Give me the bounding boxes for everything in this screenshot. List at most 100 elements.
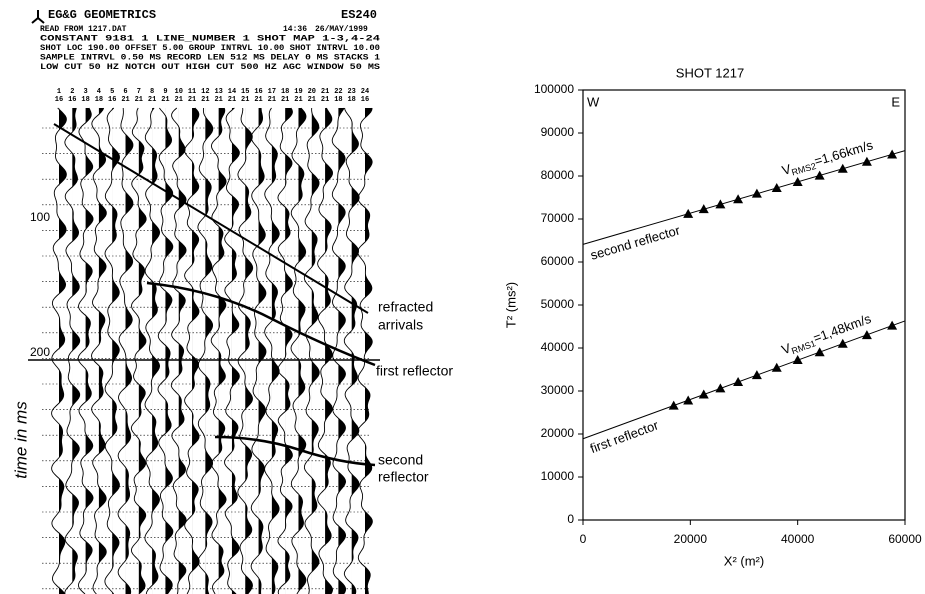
- trace-number: 1: [57, 88, 61, 96]
- trace-gain: 21: [254, 96, 262, 104]
- model: ES240: [341, 8, 377, 22]
- point: [792, 355, 803, 365]
- trace-number: 16: [254, 88, 262, 96]
- trace-number: 4: [97, 88, 101, 96]
- trace-number: 20: [308, 88, 316, 96]
- trace-number: 24: [361, 88, 369, 96]
- trace-number: 6: [123, 88, 127, 96]
- trace-fill: [218, 108, 227, 594]
- trace-gain: 18: [81, 96, 89, 104]
- trace-number: 3: [84, 88, 88, 96]
- trace-number: 19: [294, 88, 302, 96]
- velocity-part: RMS2: [791, 161, 818, 178]
- trace-gain: 16: [55, 96, 63, 104]
- y-tick-label: 80000: [541, 168, 575, 182]
- velocity-part: RMS1: [790, 339, 817, 357]
- trace-number: 11: [188, 88, 196, 96]
- y-tick-label: 40000: [541, 340, 575, 354]
- point: [792, 177, 803, 187]
- point: [733, 194, 744, 204]
- annotation: reflector: [378, 469, 429, 485]
- chart-title: SHOT 1217: [676, 65, 744, 80]
- series-label: second reflector: [589, 222, 683, 262]
- annotation: refracted: [378, 299, 433, 315]
- trace-fill: [112, 108, 120, 594]
- trace-number: 22: [334, 88, 342, 96]
- y-tick-label: 50000: [541, 297, 575, 311]
- point: [715, 383, 726, 393]
- trace-gain: 21: [241, 96, 249, 104]
- trace-number: 8: [150, 88, 154, 96]
- point: [715, 199, 726, 209]
- trace-gain: 21: [175, 96, 183, 104]
- point: [751, 188, 762, 198]
- trace-number: 23: [347, 88, 355, 96]
- trace-number: 14: [228, 88, 236, 96]
- trace-fill: [125, 108, 133, 594]
- y-tick-label: 10000: [541, 469, 575, 483]
- fit-line: [582, 150, 906, 245]
- trace-number: 5: [110, 88, 114, 96]
- x-tick-label: 0: [580, 532, 587, 546]
- trace-fill: [205, 108, 213, 594]
- y-tick-label: 100000: [534, 82, 574, 96]
- point: [837, 338, 848, 348]
- fit-line: [582, 320, 906, 440]
- trace-fill: [192, 108, 200, 594]
- trace-fill: [245, 108, 253, 594]
- trace: [264, 107, 280, 594]
- trace: [51, 107, 67, 594]
- trace-gain: 21: [121, 96, 129, 104]
- trace-gain: 21: [294, 96, 302, 104]
- trace-gain: 16: [68, 96, 76, 104]
- trace: [170, 107, 187, 594]
- trace-gain: 21: [148, 96, 156, 104]
- trace-fill: [351, 108, 360, 594]
- trace: [290, 107, 307, 594]
- x-axis-label: X² (m²): [724, 553, 764, 568]
- trace-gain: 16: [361, 96, 369, 104]
- corner-label: W: [587, 94, 600, 109]
- time-label: 100: [30, 210, 50, 224]
- trace-gain: 21: [161, 96, 169, 104]
- trace: [250, 107, 267, 594]
- trace-gain: 21: [201, 96, 209, 104]
- header-line: LOW CUT 50 HZ NOTCH OUT HIGH CUT 500 HZ …: [40, 63, 380, 72]
- y-tick-label: 30000: [541, 383, 575, 397]
- trace-number: 18: [281, 88, 289, 96]
- x-tick-label: 40000: [781, 532, 815, 546]
- header-line: READ FROM 1217.DAT: [40, 25, 127, 34]
- trace-fill: [365, 108, 373, 594]
- time: 14:36: [283, 25, 307, 34]
- trace-number: 12: [201, 88, 209, 96]
- trace-number: 15: [241, 88, 249, 96]
- trace: [277, 107, 293, 594]
- trace-gain: 16: [108, 96, 116, 104]
- corner-label: E: [891, 94, 900, 109]
- point: [861, 330, 872, 340]
- trace-fill: [285, 108, 293, 594]
- point: [668, 400, 679, 410]
- trace-fill: [258, 108, 266, 594]
- point: [814, 347, 825, 357]
- point: [733, 376, 744, 386]
- header-line: SHOT LOC 190.00 OFFSET 5.00 GROUP INTRVL…: [40, 44, 380, 53]
- trace-gain: 21: [214, 96, 222, 104]
- trace-gain: 21: [228, 96, 236, 104]
- y-tick-label: 0: [567, 512, 574, 526]
- trace: [104, 107, 120, 594]
- trace-fill: [178, 108, 187, 594]
- point: [837, 163, 848, 173]
- point: [698, 389, 709, 399]
- trace: [64, 107, 81, 594]
- trace: [91, 107, 107, 594]
- annotation: arrivals: [378, 317, 423, 333]
- point: [771, 183, 782, 193]
- annotation: second: [378, 452, 423, 468]
- trace-number: 2: [70, 88, 74, 96]
- time-label: 200: [30, 345, 50, 359]
- trace-number: 7: [137, 88, 141, 96]
- trace-gain: 18: [95, 96, 103, 104]
- trace-number: 13: [214, 88, 222, 96]
- header-line: SAMPLE INTRVL 0.50 MS RECORD LEN 512 MS …: [40, 54, 380, 63]
